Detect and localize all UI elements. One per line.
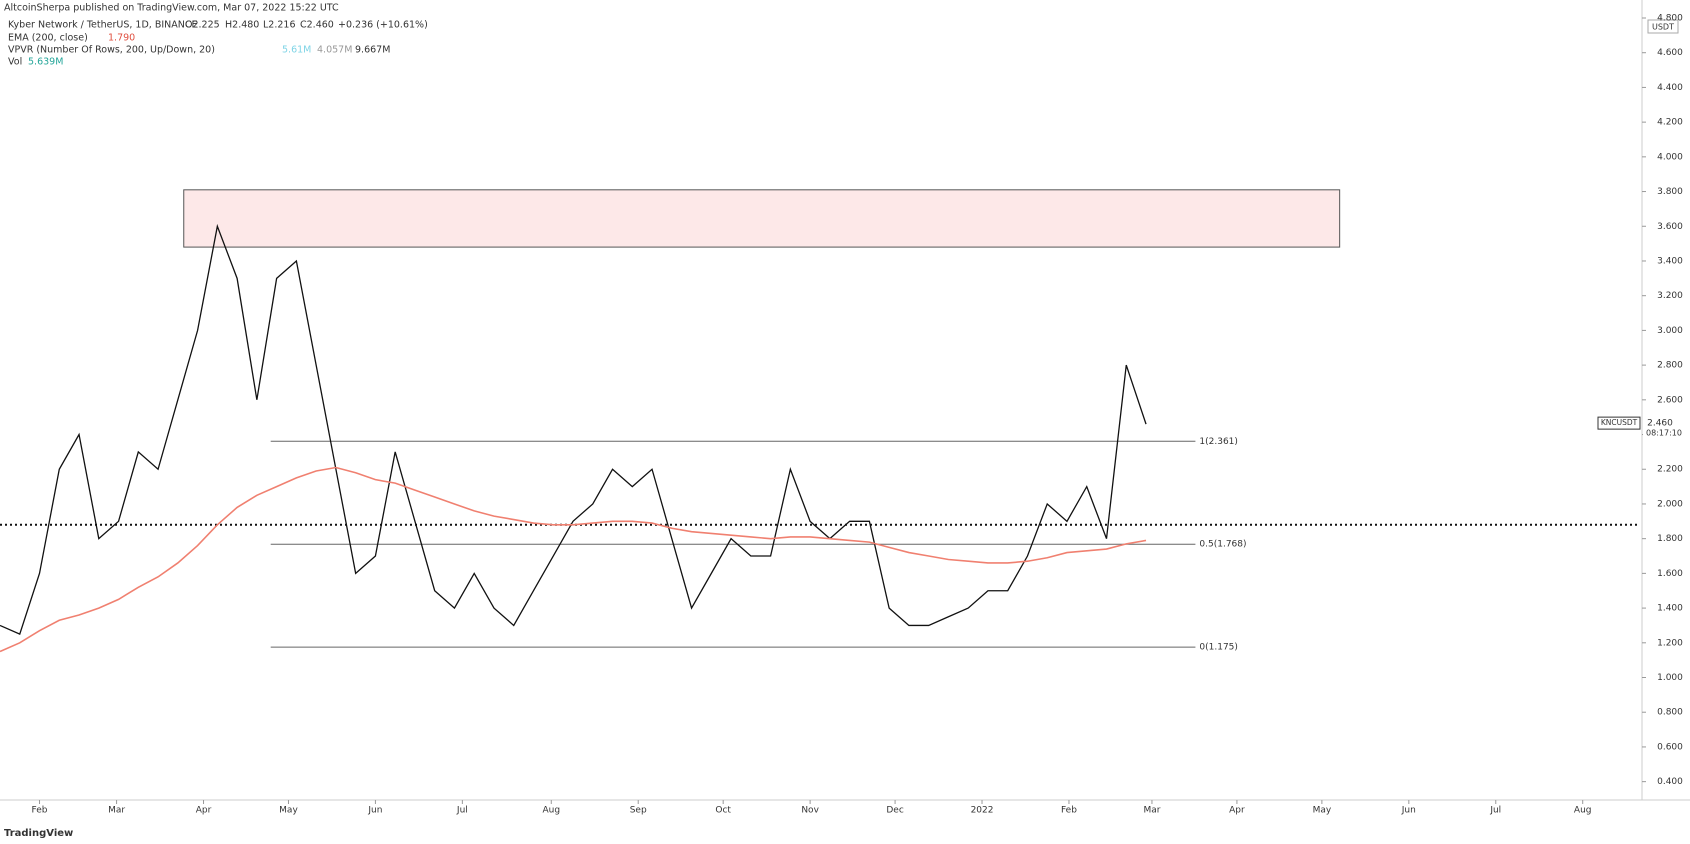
x-tick-label: 2022 [971, 806, 994, 816]
x-tick-label: Apr [196, 806, 212, 816]
change: +0.236 (+10.61%) [338, 20, 428, 31]
y-tick-label: 4.200 [1657, 118, 1683, 128]
x-tick-label: Aug [1574, 806, 1592, 816]
x-tick-label: Sep [630, 806, 647, 816]
y-tick-label: 4.000 [1657, 152, 1683, 162]
fib-label: 1(2.361) [1199, 437, 1238, 447]
y-tick-label: 0.600 [1657, 742, 1683, 752]
y-tick-label: 4.400 [1657, 83, 1683, 93]
ema-name: EMA (200, close) [8, 33, 88, 44]
currency-box [1647, 19, 1679, 34]
y-tick-label: 0.800 [1657, 708, 1683, 718]
fib-label: 0.5(1.768) [1199, 540, 1246, 550]
x-tick-label: Nov [801, 806, 819, 816]
y-tick-label: 2.600 [1657, 395, 1683, 405]
y-tick-label: 1.400 [1657, 604, 1683, 614]
open: O2.225 [185, 20, 220, 31]
y-tick-label: 2.000 [1657, 499, 1683, 509]
x-tick-label: Jul [1489, 806, 1501, 816]
vol-name: Vol [8, 57, 22, 68]
y-tick-label: 3.800 [1657, 187, 1683, 197]
y-tick-label: 0.400 [1657, 777, 1683, 787]
x-tick-label: May [279, 806, 298, 816]
y-tick-label: 3.200 [1657, 291, 1683, 301]
x-tick-label: Jun [367, 806, 382, 816]
ema-value: 1.790 [108, 33, 135, 44]
symbol: Kyber Network / TetherUS, 1D, BINANCE [8, 20, 198, 31]
x-tick-label: Mar [108, 806, 125, 816]
price-line [0, 466, 1147, 653]
vpvr-up: 5.61M [282, 45, 311, 56]
x-tick-label: Jul [456, 806, 468, 816]
currency: USDT [1652, 23, 1674, 32]
symbol-box [1597, 416, 1641, 430]
high: H2.480 [225, 20, 259, 31]
close: C2.460 [300, 20, 334, 31]
publisher: AltcoinSherpa published on TradingView.c… [4, 3, 339, 14]
y-tick-label: 4.800 [1657, 14, 1683, 24]
vpvr-down: 4.057M [317, 45, 352, 56]
y-tick-label: 2.200 [1657, 465, 1683, 475]
symbol-label: KNCUSDT [1601, 418, 1638, 427]
low: L2.216 [263, 20, 296, 31]
y-tick-label: 3.000 [1657, 326, 1683, 336]
y-tick-label: 3.400 [1657, 256, 1683, 266]
x-tick-label: Feb [1061, 806, 1077, 816]
x-tick-label: Oct [715, 806, 731, 816]
footer-brand: TradingView [4, 828, 73, 839]
vol-value: 5.639M [28, 57, 63, 68]
y-tick-label: 1.000 [1657, 673, 1683, 683]
y-tick-label: 4.600 [1657, 48, 1683, 58]
price-line [0, 223, 1147, 636]
x-tick-label: Jun [1401, 806, 1416, 816]
y-tick-label: 3.600 [1657, 222, 1683, 232]
y-tick-label: 1.200 [1657, 638, 1683, 648]
y-tick-label: 1.600 [1657, 569, 1683, 579]
vpvr-name: VPVR (Number Of Rows, 200, Up/Down, 20) [8, 45, 215, 56]
x-tick-label: Mar [1143, 806, 1160, 816]
y-tick-label: 2.800 [1657, 361, 1683, 371]
price-label: 2.460 [1647, 419, 1673, 429]
x-tick-label: Aug [542, 806, 560, 816]
x-tick-label: Dec [886, 806, 903, 816]
y-tick-label: 1.800 [1657, 534, 1683, 544]
vpvr-total: 9.667M [355, 45, 390, 56]
x-tick-label: May [1313, 806, 1332, 816]
fib-label: 0(1.175) [1199, 643, 1238, 653]
x-tick-label: Apr [1229, 806, 1245, 816]
x-tick-label: Feb [32, 806, 48, 816]
resistance-zone [183, 189, 1341, 248]
price-box [1643, 417, 1688, 440]
countdown: 08:17:10 [1646, 429, 1682, 438]
